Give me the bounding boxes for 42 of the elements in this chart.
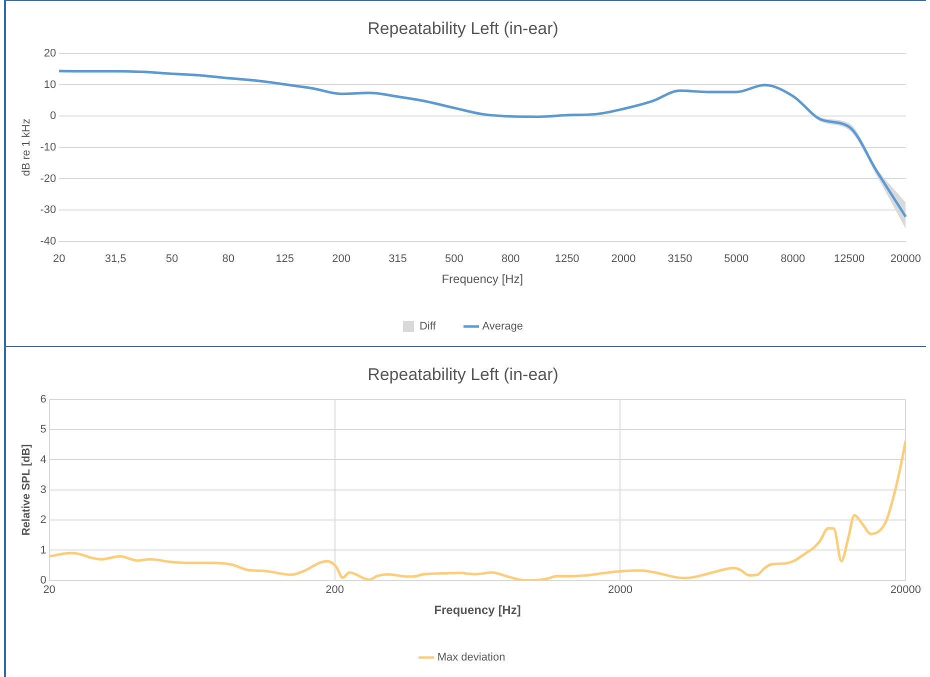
x-tick-label: 200 (332, 253, 350, 266)
x-tick-label: 20000 (890, 584, 922, 596)
x-tick-label: 2000 (608, 584, 632, 596)
y-tick-label: 20 (44, 47, 56, 60)
y-tick-label: -30 (40, 204, 56, 216)
x-tick-label: 8000 (780, 253, 806, 266)
chart-title: Repeatability Left (in-ear) (368, 364, 558, 384)
y-tick-label: 5 (40, 424, 46, 436)
y-tick-label: 4 (40, 454, 46, 466)
y-tick-label: -40 (40, 235, 56, 248)
y-tick-label: 10 (44, 78, 56, 91)
chart-title: Repeatability Left (in-ear) (368, 18, 558, 38)
x-tick-label: 31,5 (104, 253, 126, 266)
x-tick-label: 200 (326, 584, 344, 596)
legend-label: Average (482, 320, 524, 333)
legend-label: Diff (419, 320, 437, 333)
y-axis-title: dB re 1 kHz (20, 118, 33, 176)
x-tick-label: 3150 (668, 253, 692, 266)
y-tick-label: 2 (40, 514, 46, 526)
x-tick-label: 1250 (554, 253, 580, 266)
x-tick-label: 125 (276, 253, 294, 266)
y-tick-label: 0 (40, 574, 46, 586)
x-tick-label: 2000 (611, 253, 636, 266)
y-tick-label: 6 (40, 393, 46, 406)
x-tick-label: 315 (388, 253, 407, 266)
x-tick-label: 50 (166, 253, 178, 266)
x-tick-label: 20 (52, 253, 66, 266)
x-tick-label: 500 (445, 253, 464, 266)
x-axis-title: Frequency [Hz] (442, 272, 524, 286)
legend-label: Max deviation (437, 652, 506, 664)
y-tick-label: -10 (40, 141, 56, 154)
y-tick-label: 1 (40, 544, 46, 556)
x-tick-label: 12500 (834, 253, 865, 266)
y-axis-title: Relative SPL [dB] (20, 444, 33, 536)
x-tick-label: 80 (222, 253, 235, 266)
y-tick-label: -20 (40, 172, 56, 185)
x-axis-title: Frequency [Hz] (434, 603, 521, 618)
x-tick-label: 5000 (724, 253, 749, 266)
x-tick-label: 800 (501, 253, 520, 266)
y-tick-label: 0 (50, 110, 56, 122)
x-tick-label: 20000 (890, 253, 922, 266)
y-tick-label: 3 (40, 484, 46, 496)
